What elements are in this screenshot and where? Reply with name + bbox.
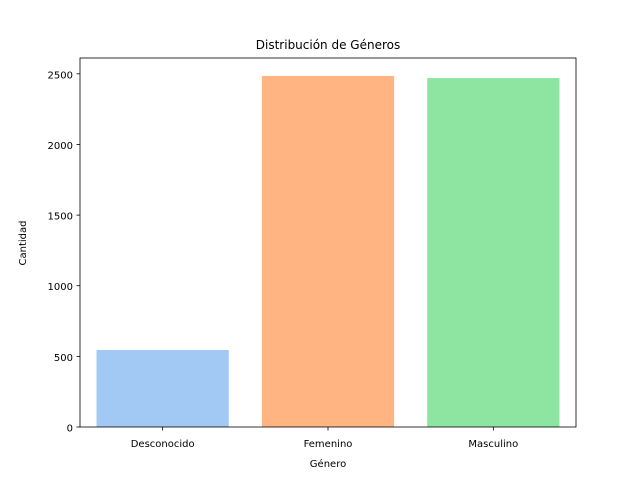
plot-frame [79, 57, 577, 428]
y-axis-label: Cantidad [18, 221, 29, 266]
y-tick-label: 1000 [48, 282, 73, 293]
y-tick-label: 1500 [48, 212, 73, 223]
x-axis-label: Género [310, 458, 346, 470]
bar-femenino [261, 75, 395, 428]
chart-title: Distribución de Géneros [256, 38, 400, 52]
bar-masculino [427, 78, 560, 428]
x-tick-label: Femenino [304, 439, 353, 450]
x-tick-label: Desconocido [131, 439, 195, 450]
bars-group [96, 75, 560, 428]
x-axis-ticks: Desconocido Femenino Masculino [131, 427, 518, 450]
y-axis-ticks: 0 500 1000 1500 2000 2500 [48, 70, 80, 435]
y-tick-label: 0 [67, 424, 73, 435]
x-tick-label: Masculino [468, 439, 518, 450]
y-tick-label: 500 [54, 353, 73, 364]
bar-desconocido [96, 350, 229, 427]
y-tick-label: 2000 [48, 141, 73, 152]
y-tick-label: 2500 [48, 70, 73, 81]
